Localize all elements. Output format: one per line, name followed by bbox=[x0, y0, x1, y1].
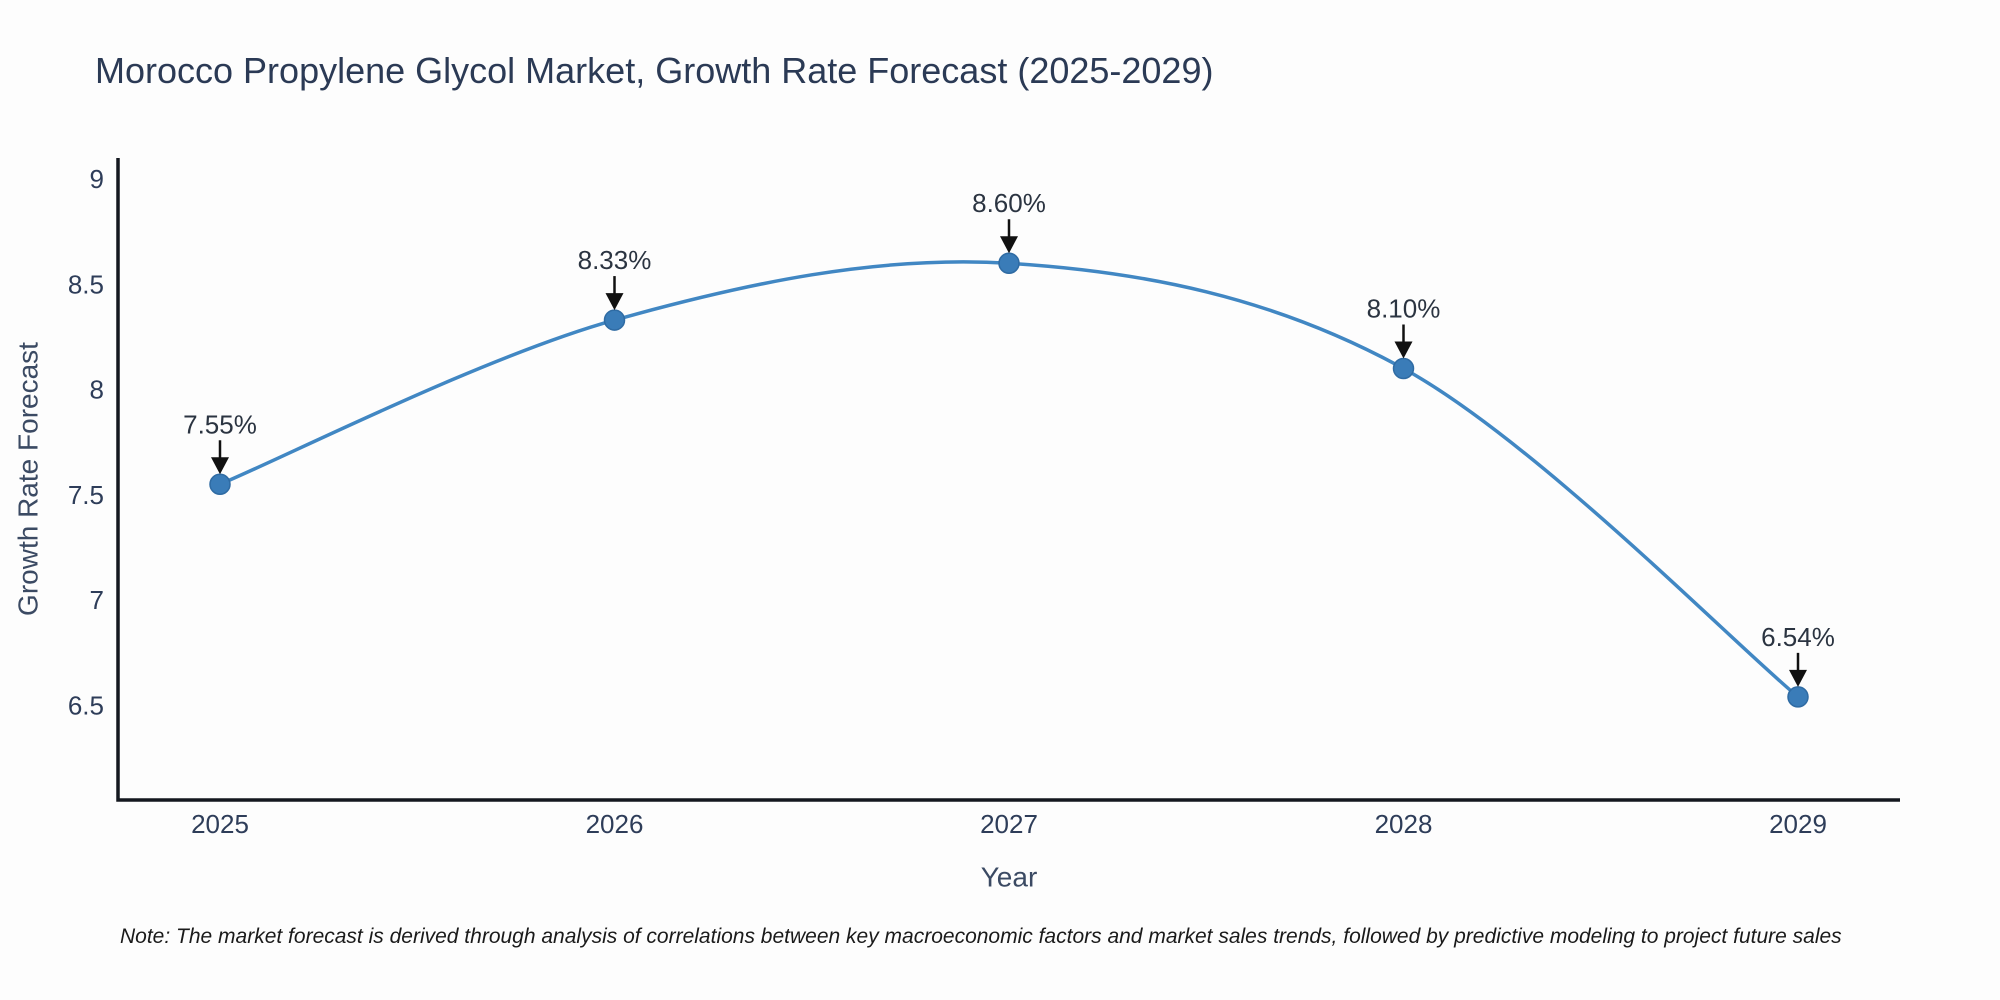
point-value-label: 7.55% bbox=[183, 409, 257, 439]
annotation-arrow-head bbox=[1789, 669, 1807, 687]
point-value-label: 8.33% bbox=[578, 245, 652, 275]
data-point-2029 bbox=[1787, 686, 1809, 708]
point-value-label: 8.10% bbox=[1367, 293, 1441, 323]
x-tick-label: 2029 bbox=[1769, 809, 1827, 839]
point-value-label: 8.60% bbox=[972, 188, 1046, 218]
y-tick-label: 7 bbox=[90, 585, 104, 615]
y-tick-label: 7.5 bbox=[68, 480, 104, 510]
data-point-2025 bbox=[209, 473, 231, 496]
y-tick-label: 8.5 bbox=[68, 269, 104, 299]
forecast-spline-line bbox=[218, 260, 1800, 699]
axes-lines bbox=[116, 158, 1900, 802]
annotation-arrow-head bbox=[605, 293, 624, 311]
y-axis-title: Growth Rate Forecast bbox=[13, 342, 44, 616]
data-point-2028 bbox=[1392, 357, 1415, 380]
annotation-arrow-head bbox=[1000, 236, 1018, 254]
x-tick-label: 2028 bbox=[1375, 809, 1433, 839]
x-axis-title: Year bbox=[981, 862, 1038, 893]
footnote: Note: The market forecast is derived thr… bbox=[120, 925, 1842, 948]
y-tick-label: 9 bbox=[90, 164, 104, 194]
x-tick-label: 2027 bbox=[980, 809, 1038, 839]
annotation-arrow-head bbox=[1394, 341, 1413, 359]
x-tick-label: 2026 bbox=[586, 809, 644, 839]
annotation-arrow-head bbox=[211, 457, 229, 475]
x-tick-label: 2025 bbox=[191, 809, 249, 839]
y-tick-label: 6.5 bbox=[68, 690, 104, 720]
y-tick-label: 8 bbox=[90, 375, 104, 405]
chart-title: Morocco Propylene Glycol Market, Growth … bbox=[95, 50, 1214, 91]
point-value-label: 6.54% bbox=[1761, 622, 1835, 652]
data-point-2026 bbox=[603, 309, 626, 331]
data-point-2027 bbox=[998, 252, 1020, 274]
